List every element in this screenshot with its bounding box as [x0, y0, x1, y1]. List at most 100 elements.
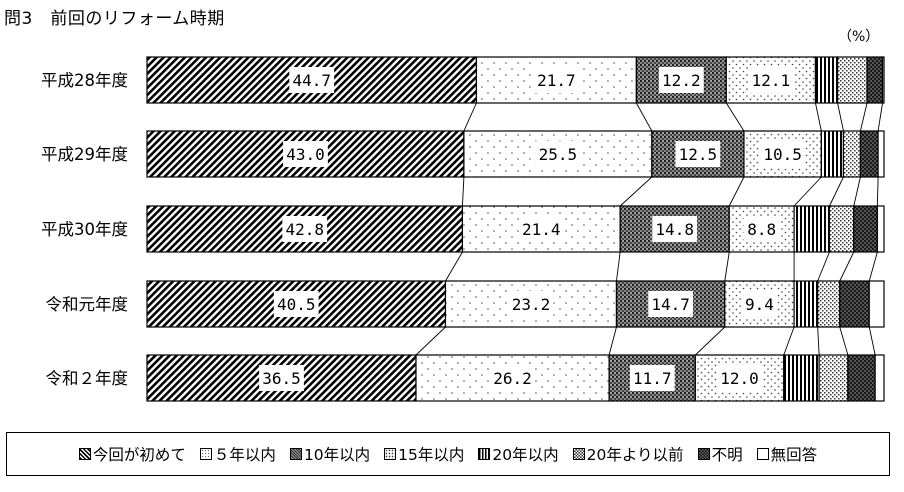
- value-label-box: [648, 291, 694, 317]
- value-label: 43.0: [286, 145, 325, 164]
- value-label-box: [743, 216, 780, 242]
- bar-segment: [876, 205, 885, 253]
- value-label: 14.8: [655, 220, 694, 239]
- value-label: 21.4: [522, 220, 561, 239]
- bar-segment: [839, 280, 870, 328]
- legend-swatch: [572, 448, 585, 460]
- value-label: 21.7: [537, 71, 576, 90]
- value-label-box: [741, 291, 778, 317]
- legend: 今回が初めて ５年以内 10年以内 15年以内 20年以内 20年より以前 不明 無回答: [6, 432, 890, 476]
- value-label-box: [748, 67, 794, 93]
- bar-segment: [814, 56, 839, 104]
- value-label: 12.5: [679, 145, 718, 164]
- value-label: 11.7: [633, 369, 672, 388]
- connector-line: [839, 251, 855, 282]
- value-label: 10.5: [763, 145, 802, 164]
- value-label-box: [717, 365, 762, 391]
- connector-line: [616, 251, 621, 282]
- legend-swatch: [289, 448, 302, 460]
- connector-line: [859, 102, 868, 132]
- connector-line: [853, 176, 861, 207]
- legend-item: 15年以内: [384, 443, 464, 465]
- connector-line: [445, 251, 463, 282]
- value-label-box: [259, 365, 304, 391]
- legend-item: 10年以内: [289, 443, 371, 465]
- value-label: 9.4: [745, 295, 774, 314]
- connector-line: [415, 326, 446, 356]
- chart-title: 問3 前回のリフォーム時期: [4, 9, 225, 29]
- connector-line: [829, 176, 844, 207]
- value-labels-group: 44.7 21.7 12.2 12.1 43.0 25.5 12.5 10.5 42.8 21.4…: [259, 67, 806, 391]
- legend-label: 今回が初めて: [92, 446, 186, 464]
- connector-line: [815, 102, 822, 132]
- value-label-box: [629, 365, 675, 391]
- unit-label: （%）: [838, 29, 880, 45]
- legend-swatch: [199, 448, 212, 460]
- value-label-box: [534, 67, 579, 93]
- value-label: 44.7: [292, 71, 331, 90]
- value-label: 23.2: [512, 295, 551, 314]
- bar-segment: [868, 280, 885, 328]
- value-label-box: [283, 141, 328, 167]
- value-label: 8.8: [747, 220, 776, 239]
- bar-segment: [874, 354, 885, 402]
- connector-line: [463, 102, 477, 132]
- legend-item: 不明: [697, 443, 743, 465]
- bar-segment: [842, 130, 862, 178]
- value-label-box: [535, 141, 581, 167]
- connector-line: [876, 176, 879, 207]
- connector-line: [695, 326, 726, 356]
- legend-label: 不明: [711, 446, 743, 464]
- bar-segment: [820, 130, 845, 178]
- value-label-box: [282, 216, 328, 242]
- connector-line: [877, 102, 883, 132]
- legend-label: 15年以内: [398, 446, 465, 464]
- legend-item: ５年以内: [199, 443, 276, 465]
- category-label: 平成30年度: [41, 220, 128, 239]
- connector-line: [608, 326, 617, 356]
- value-label: 12.0: [720, 369, 759, 388]
- bar-segment: [859, 130, 879, 178]
- legend-label: 20年より以前: [586, 446, 684, 464]
- legend-swatch: [697, 448, 710, 460]
- legend-item: 20年以内: [478, 443, 559, 465]
- bar-segment: [818, 354, 849, 402]
- connector-line: [868, 326, 876, 356]
- value-label-box: [760, 141, 806, 167]
- legend-label: 20年以内: [492, 446, 559, 464]
- category-label: 令和２年度: [46, 369, 129, 388]
- bar-segment: [828, 205, 855, 253]
- legend-swatch: [756, 448, 769, 460]
- legend-swatch: [478, 448, 491, 460]
- bar-segment: [866, 56, 884, 104]
- legend-label: ５年以内: [213, 446, 276, 464]
- value-label-box: [518, 216, 564, 242]
- value-label: 12.2: [662, 71, 701, 90]
- connector-lines: [415, 102, 883, 356]
- bar-segment: [881, 56, 885, 104]
- connector-line: [817, 251, 830, 282]
- value-label: 14.7: [651, 295, 690, 314]
- legend-item: 無回答: [756, 443, 817, 465]
- value-label: 42.8: [285, 220, 324, 239]
- legend-label: 10年以内: [303, 446, 371, 464]
- legend-item: 今回が初めて: [78, 443, 186, 465]
- value-label: 40.5: [277, 295, 316, 314]
- connector-line: [619, 176, 653, 207]
- connector-line: [725, 102, 745, 132]
- value-label-box: [508, 291, 554, 317]
- value-label-box: [675, 141, 721, 167]
- bar-segment: [853, 205, 878, 253]
- bar-segment: [877, 130, 885, 178]
- connector-line: [868, 251, 878, 282]
- connector-line: [793, 176, 822, 207]
- value-label-box: [490, 365, 535, 391]
- value-label-box: [652, 216, 698, 242]
- bar-segment: [836, 56, 868, 104]
- stacked-bar-chart: 44.7 21.7 12.2 12.1 43.0 25.5 12.5 10.5 42.8 21.4…: [41, 56, 885, 402]
- connector-line: [461, 176, 465, 207]
- value-label-box: [658, 67, 704, 93]
- bar-segment: [817, 280, 841, 328]
- value-label: 36.5: [262, 369, 301, 388]
